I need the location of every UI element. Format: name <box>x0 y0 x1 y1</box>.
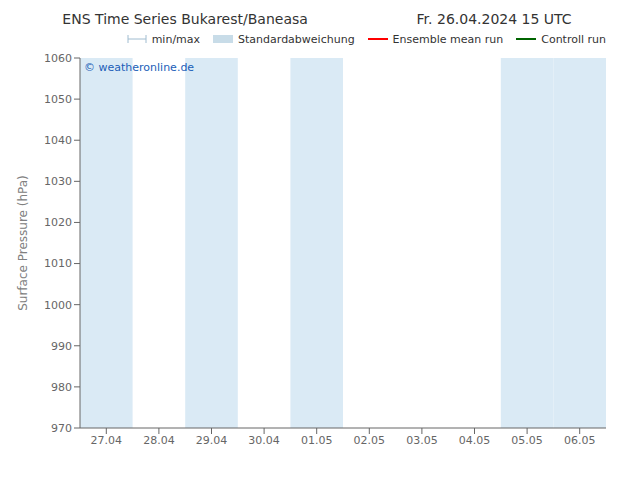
html-text:Fr. 26.04.2024 15 UTC: Fr. 26.04.2024 15 UTC <box>416 11 572 27</box>
html-text:min/max: min/max <box>151 32 201 46</box>
svg-text:06.05: 06.05 <box>564 434 596 447</box>
svg-text:970: 970 <box>51 422 72 435</box>
svg-text:1010: 1010 <box>44 257 72 270</box>
svg-text:1000: 1000 <box>44 299 72 312</box>
svg-text:27.04: 27.04 <box>91 434 123 447</box>
svg-text:980: 980 <box>51 381 72 394</box>
svg-text:02.05: 02.05 <box>354 434 386 447</box>
svg-text:29.04: 29.04 <box>196 434 228 447</box>
svg-text:03.05: 03.05 <box>406 434 438 447</box>
html-text:ENS Time Series Bukarest/Banea: ENS Time Series Bukarest/Baneasa <box>62 11 308 27</box>
svg-text:1060: 1060 <box>44 52 72 65</box>
svg-text:04.05: 04.05 <box>459 434 491 447</box>
svg-text:1020: 1020 <box>44 216 72 229</box>
svg-text:05.05: 05.05 <box>511 434 543 447</box>
svg-text:1050: 1050 <box>44 93 72 106</box>
html-text:Ensemble mean run: Ensemble mean run <box>392 32 504 46</box>
svg-text:01.05: 01.05 <box>301 434 333 447</box>
svg-text:Surface Pressure (hPa): Surface Pressure (hPa) <box>16 175 30 311</box>
svg-text:30.04: 30.04 <box>248 434 280 447</box>
html-text:Standardabweichung: Standardabweichung <box>238 32 355 46</box>
svg-text:28.04: 28.04 <box>143 434 175 447</box>
svg-text:1030: 1030 <box>44 175 72 188</box>
html-text:© weatheronline.de: © weatheronline.de <box>84 61 195 74</box>
svg-text:990: 990 <box>51 340 72 353</box>
svg-text:1040: 1040 <box>44 134 72 147</box>
html-text:Controll run: Controll run <box>541 32 606 46</box>
